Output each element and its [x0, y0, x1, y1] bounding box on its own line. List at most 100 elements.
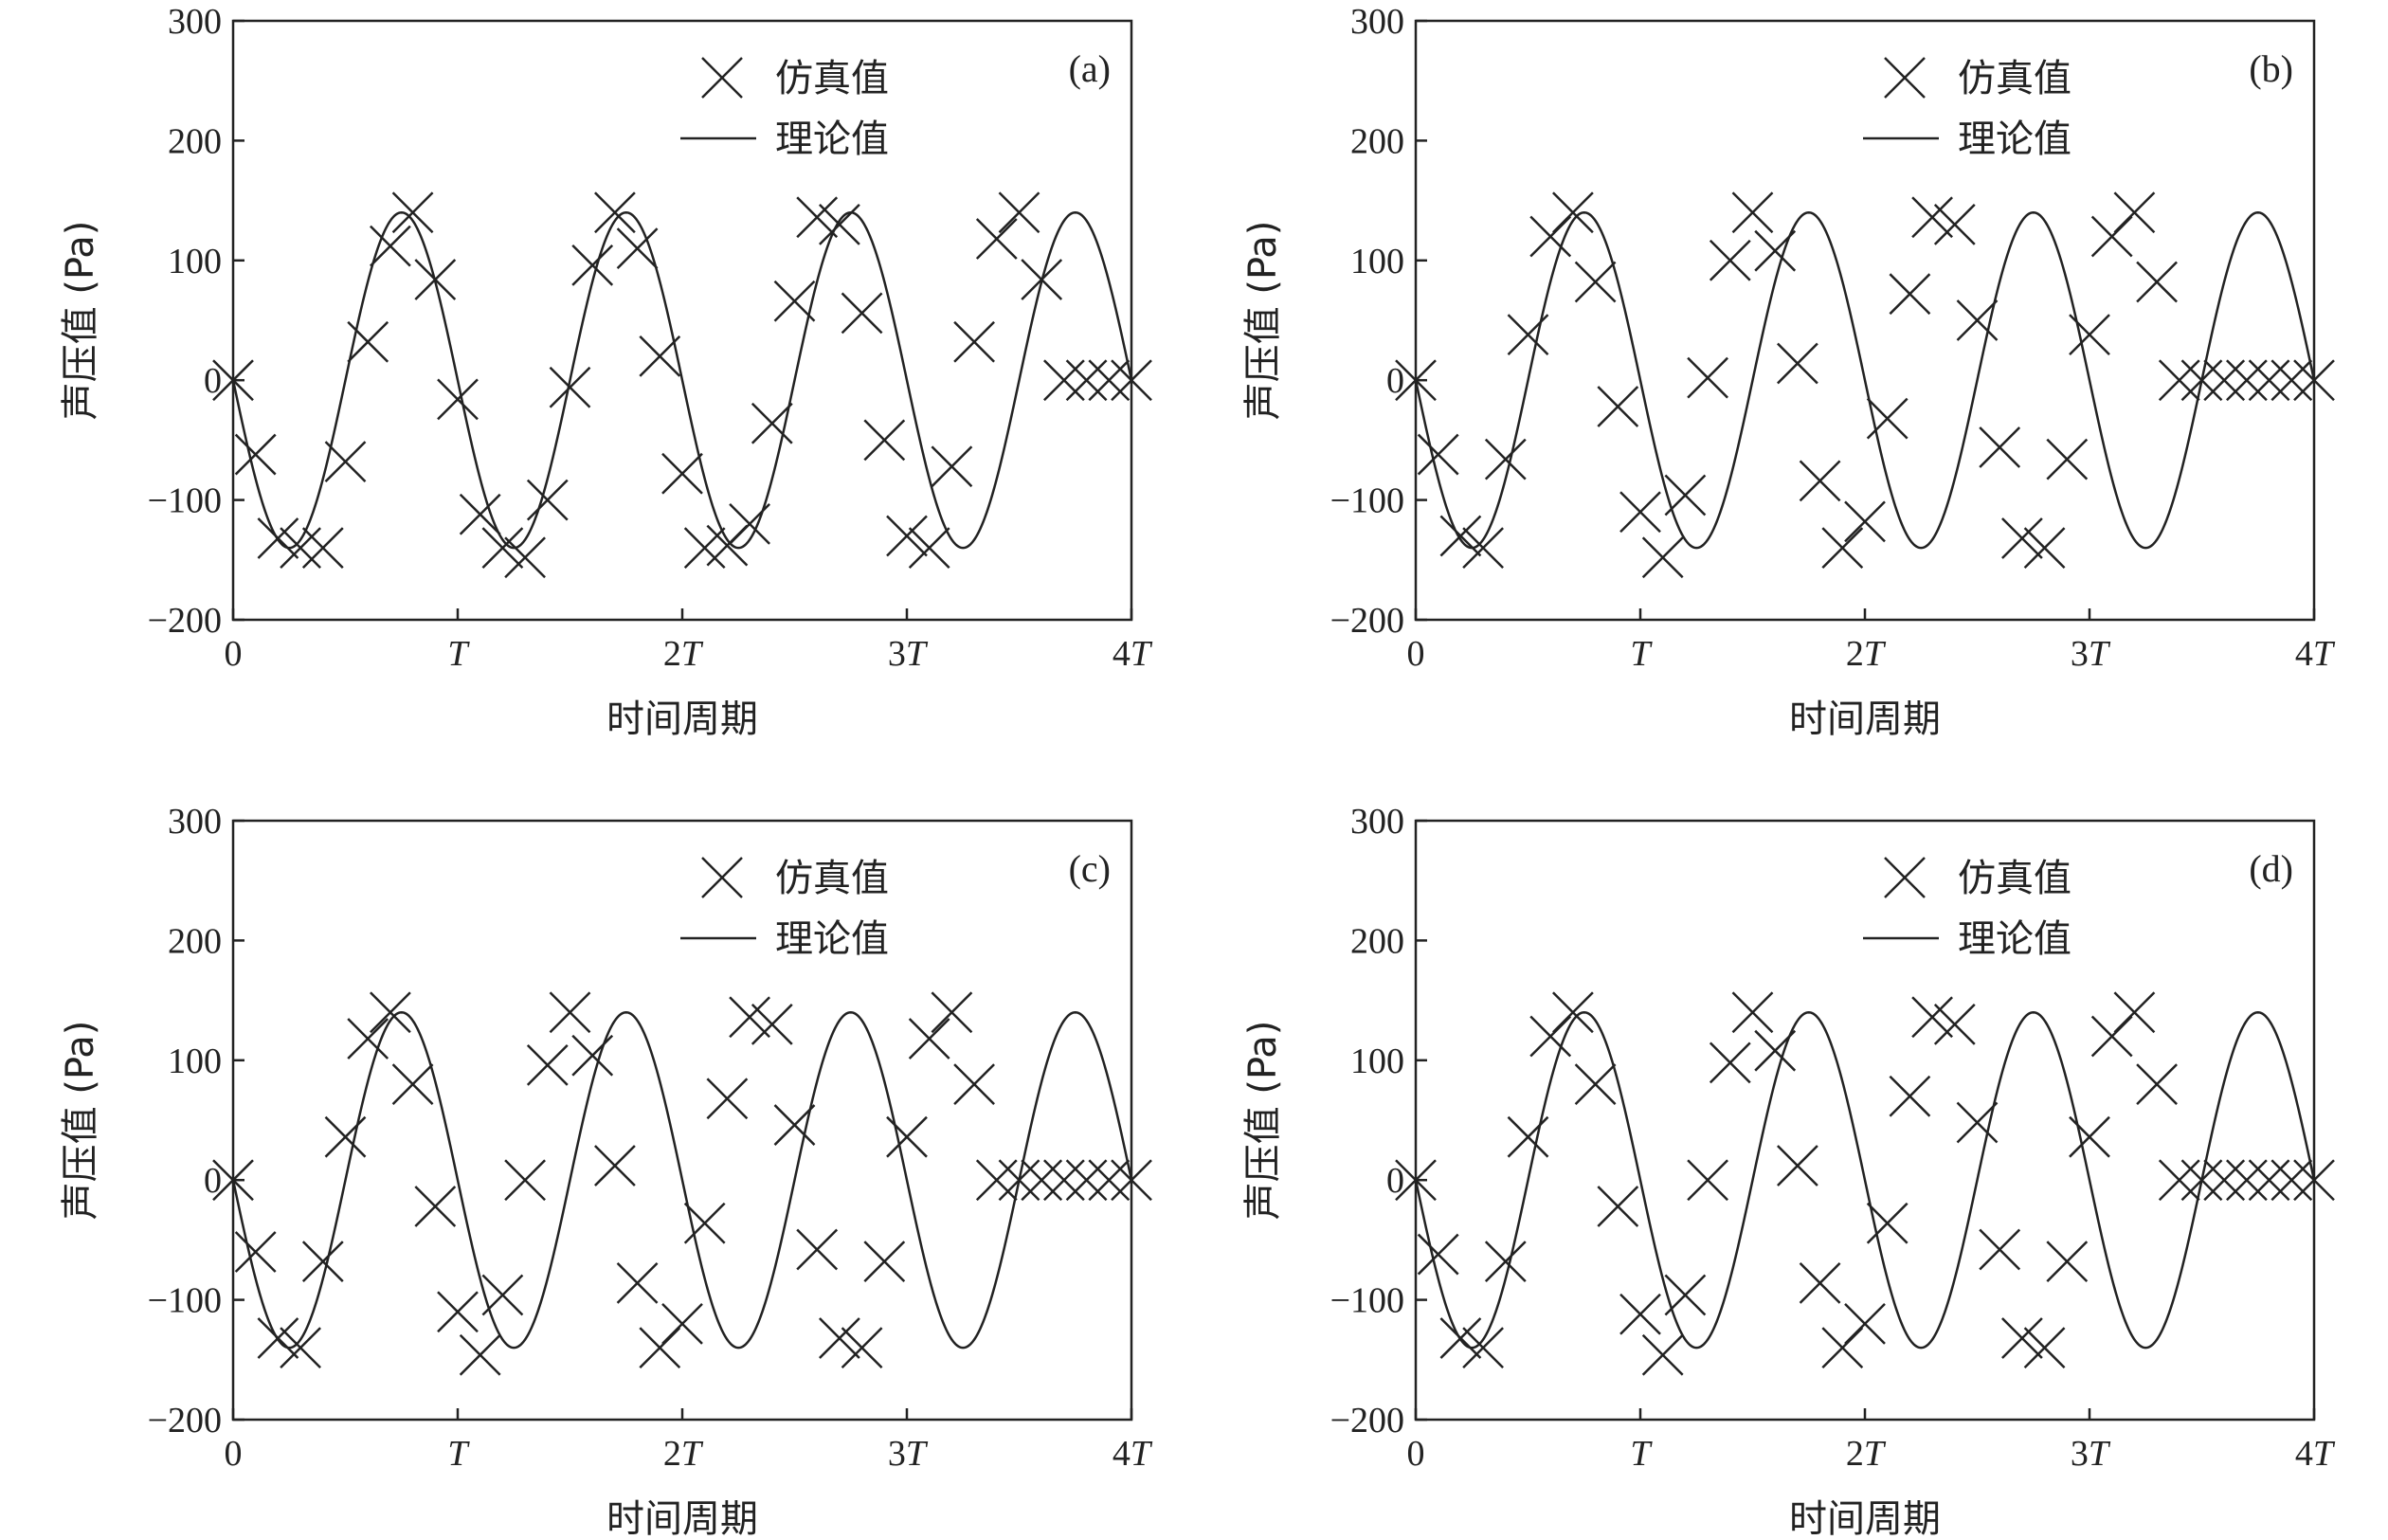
simulation-marker [2203, 359, 2246, 402]
marker-stroke [2023, 527, 2066, 570]
marker-stroke [1111, 359, 1152, 402]
legend-marker [701, 857, 743, 898]
simulation-marker [301, 527, 344, 570]
marker-stroke [1597, 1186, 1639, 1227]
simulation-marker [324, 1115, 367, 1158]
simulation-marker [661, 1302, 703, 1345]
marker-stroke [1597, 386, 1639, 427]
simulation-marker [1619, 491, 1661, 534]
simulation-marker [841, 1327, 883, 1369]
x-tick-symbol: T [1630, 1434, 1653, 1474]
marker-stroke [1088, 359, 1131, 402]
y-axis-title: 声压值 (Pa) [1241, 1021, 1285, 1221]
simulation-marker [1462, 1327, 1504, 1369]
simulation-marker [2158, 359, 2200, 402]
simulation-marker [2158, 1159, 2200, 1202]
simulation-marker [1021, 259, 1063, 300]
marker-stroke [1956, 299, 1999, 341]
x-tick-coefficient: 3 [2071, 1434, 2089, 1474]
marker-stroke [1709, 1042, 1751, 1084]
simulation-marker [1043, 359, 1085, 402]
simulation-marker [370, 225, 411, 267]
simulation-marker [2046, 1241, 2089, 1283]
marker-stroke [437, 1291, 479, 1333]
marker-stroke [2136, 1063, 2178, 1105]
marker-stroke [2203, 1159, 2246, 1202]
marker-stroke [616, 227, 659, 270]
simulation-marker [1664, 474, 1707, 516]
simulation-marker [347, 320, 389, 363]
marker-stroke [280, 527, 321, 570]
marker-stroke [1933, 1003, 1976, 1045]
marker-stroke [2158, 1159, 2200, 1202]
marker-stroke [1956, 1101, 1999, 1144]
legend-label-theory: 理论值 [1958, 118, 2071, 161]
marker-stroke [841, 1327, 883, 1369]
x-tick-coefficient: 0 [1407, 1434, 1425, 1474]
simulation-marker [639, 335, 681, 377]
simulation-marker [908, 527, 950, 570]
simulation-marker [324, 441, 367, 483]
simulation-marker [863, 419, 906, 462]
simulation-marker [391, 191, 434, 234]
legend-marker [1884, 857, 1926, 898]
marker-stroke [370, 225, 411, 267]
x-tick-label: 3T [888, 1434, 929, 1474]
simulation-marker [414, 259, 457, 300]
simulation-marker [1754, 1029, 1797, 1072]
simulation-marker [796, 1228, 839, 1271]
simulation-marker [2226, 359, 2268, 402]
marker-stroke [1687, 1159, 1728, 1202]
marker-stroke [1417, 1233, 1459, 1276]
simulation-marker [526, 479, 569, 521]
x-tick-coefficient: 3 [888, 634, 906, 674]
marker-stroke [1911, 196, 1953, 239]
simulation-marker [2023, 527, 2066, 570]
marker-stroke [953, 320, 995, 363]
simulation-marker [1979, 1228, 2021, 1271]
marker-stroke [2069, 1115, 2110, 1158]
simulation-marker [729, 502, 770, 545]
simulation-marker [257, 517, 299, 559]
y-tick-label: −100 [1330, 481, 1404, 521]
plot-frame [1414, 19, 2316, 622]
marker-stroke [796, 1228, 839, 1271]
marker-stroke [616, 1262, 659, 1304]
marker-stroke [257, 1317, 299, 1359]
simulation-marker [2136, 1063, 2178, 1105]
marker-stroke [1687, 356, 1728, 399]
legend-label-theory: 理论值 [1958, 917, 2071, 961]
x-tick-label: 3T [2071, 1434, 2111, 1474]
simulation-marker [1687, 1159, 1728, 1202]
marker-stroke [1799, 1262, 1841, 1304]
simulation-marker [953, 320, 995, 363]
marker-stroke [526, 1043, 569, 1086]
y-tick-label: 200 [168, 921, 222, 961]
marker-stroke [1088, 1159, 1131, 1202]
y-tick-label: −100 [1330, 1281, 1404, 1321]
marker-stroke [594, 1145, 636, 1187]
marker-stroke [526, 479, 569, 521]
simulation-marker [1844, 500, 1886, 543]
simulation-marker [886, 1115, 928, 1158]
marker-stroke [1709, 239, 1751, 281]
x-tick-label: 2T [1846, 1434, 1887, 1474]
marker-stroke [1821, 527, 1864, 570]
marker-stroke [796, 196, 839, 239]
simulation-marker [1552, 991, 1594, 1034]
marker-stroke [773, 1104, 816, 1146]
marker-stroke [2158, 359, 2200, 402]
marker-stroke [819, 203, 860, 245]
simulation-marker [975, 1159, 1018, 1202]
marker-stroke [504, 536, 546, 579]
marker-stroke [2023, 1327, 2066, 1369]
marker-stroke [2046, 1241, 2089, 1283]
simulation-marker [819, 203, 860, 245]
marker-stroke [504, 1159, 546, 1202]
legend-label-simulation: 仿真值 [775, 857, 889, 900]
simulation-marker [751, 1003, 793, 1045]
marker-stroke [1484, 438, 1527, 480]
marker-stroke [2180, 1159, 2223, 1202]
simulation-marker [1088, 1159, 1131, 1202]
